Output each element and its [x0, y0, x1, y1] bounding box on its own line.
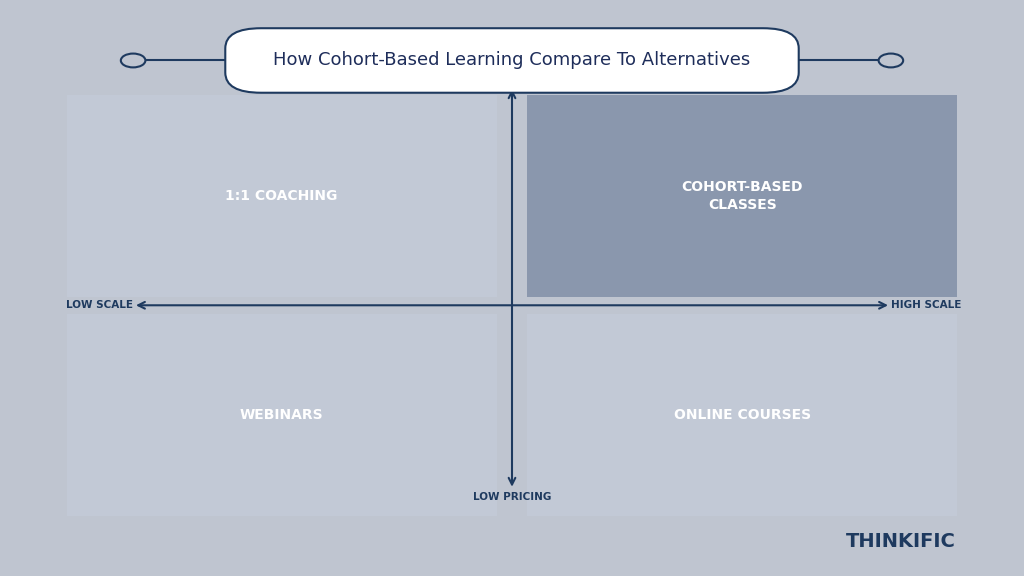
Text: COHORT-BASED
CLASSES: COHORT-BASED CLASSES [682, 180, 803, 212]
Text: 1:1 COACHING: 1:1 COACHING [225, 189, 338, 203]
Text: HIGH SCALE: HIGH SCALE [891, 300, 962, 310]
Circle shape [121, 54, 145, 67]
FancyBboxPatch shape [225, 28, 799, 93]
Text: PREMIUM PRICING: PREMIUM PRICING [458, 74, 566, 84]
Text: How Cohort-Based Learning Compare To Alternatives: How Cohort-Based Learning Compare To Alt… [273, 51, 751, 70]
FancyBboxPatch shape [527, 314, 957, 516]
Text: ONLINE COURSES: ONLINE COURSES [674, 408, 811, 422]
FancyBboxPatch shape [527, 95, 957, 297]
Text: WEBINARS: WEBINARS [240, 408, 324, 422]
FancyBboxPatch shape [67, 95, 497, 297]
Text: LOW SCALE: LOW SCALE [67, 300, 133, 310]
Text: THINKIFIC: THINKIFIC [846, 532, 956, 551]
FancyBboxPatch shape [67, 314, 497, 516]
Text: LOW PRICING: LOW PRICING [473, 492, 551, 502]
Circle shape [879, 54, 903, 67]
